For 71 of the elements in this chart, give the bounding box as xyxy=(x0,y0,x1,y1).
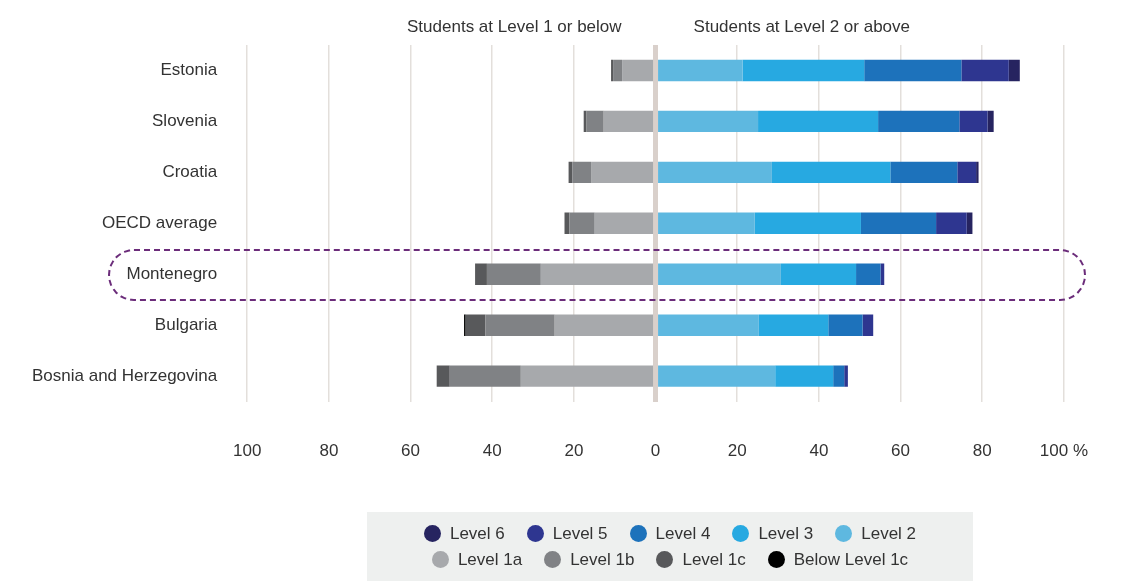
legend-label: Level 2 xyxy=(861,523,917,544)
bar xyxy=(860,212,937,234)
bar xyxy=(622,59,654,82)
bar xyxy=(961,59,1009,82)
x-tick-label: 80 xyxy=(319,441,339,461)
x-tick-label: 0 xyxy=(650,441,661,461)
bar xyxy=(775,365,834,387)
bar xyxy=(856,263,881,285)
bar xyxy=(591,161,654,184)
bar xyxy=(486,263,541,285)
legend-label: Level 3 xyxy=(758,523,814,544)
bar xyxy=(594,212,654,234)
legend-label: Level 1c xyxy=(682,549,746,570)
legend-label: Level 6 xyxy=(449,523,505,544)
bar xyxy=(540,263,654,285)
x-tick-label: 100 % xyxy=(1039,441,1088,461)
bar xyxy=(583,110,587,133)
legend-label: Level 1b xyxy=(570,549,635,570)
y-tick-label: Bulgaria xyxy=(154,314,218,334)
bar xyxy=(864,59,962,82)
bar xyxy=(890,161,958,184)
legend-label: Level 1a xyxy=(457,549,523,570)
bar xyxy=(1008,59,1020,82)
bar xyxy=(742,59,865,82)
bar xyxy=(844,365,848,387)
bar xyxy=(754,212,861,234)
x-tick-label: 80 xyxy=(972,441,992,461)
x-tick-label: 60 xyxy=(401,441,421,461)
bar xyxy=(976,161,979,184)
bar xyxy=(449,365,521,387)
bar xyxy=(436,365,450,387)
legend-label: Level 5 xyxy=(552,523,608,544)
y-tick-label: Bosnia and Herzegovina xyxy=(32,365,218,385)
bar xyxy=(758,110,879,133)
text: Students at Level 2 or above xyxy=(693,16,910,36)
bar xyxy=(936,212,967,234)
y-tick-label: Estonia xyxy=(160,60,218,80)
bar xyxy=(862,314,874,336)
bar xyxy=(465,314,486,336)
x-tick-label: 20 xyxy=(564,441,584,461)
bar xyxy=(780,263,857,285)
bar xyxy=(475,263,487,285)
x-tick-label: 40 xyxy=(809,441,829,461)
x-tick-label: 20 xyxy=(727,441,747,461)
bar xyxy=(554,314,654,336)
x-tick-label: 100 xyxy=(233,441,262,461)
y-tick-label: OECD average xyxy=(101,212,218,232)
x-tick-label: 40 xyxy=(482,441,502,461)
legend-label: Below Level 1c xyxy=(793,549,909,570)
bar xyxy=(586,110,604,133)
bar xyxy=(572,161,592,184)
text: Students at Level 1 or below xyxy=(407,16,623,36)
bar xyxy=(603,110,654,133)
bar xyxy=(520,365,654,387)
bar xyxy=(485,314,555,336)
legend-label: Level 4 xyxy=(655,523,711,544)
bar xyxy=(828,314,863,336)
bar xyxy=(758,314,829,336)
bar xyxy=(957,161,977,184)
bar xyxy=(611,59,614,82)
bar xyxy=(569,212,595,234)
y-tick-label: Montenegro xyxy=(126,263,218,283)
bar xyxy=(771,161,891,184)
y-tick-label: Croatia xyxy=(162,162,218,182)
bar xyxy=(959,110,988,133)
y-tick-label: Slovenia xyxy=(152,111,218,131)
bar xyxy=(613,59,623,82)
bar xyxy=(987,110,994,133)
bar xyxy=(878,110,960,133)
x-tick-label: 60 xyxy=(891,441,911,461)
bar xyxy=(833,365,845,387)
